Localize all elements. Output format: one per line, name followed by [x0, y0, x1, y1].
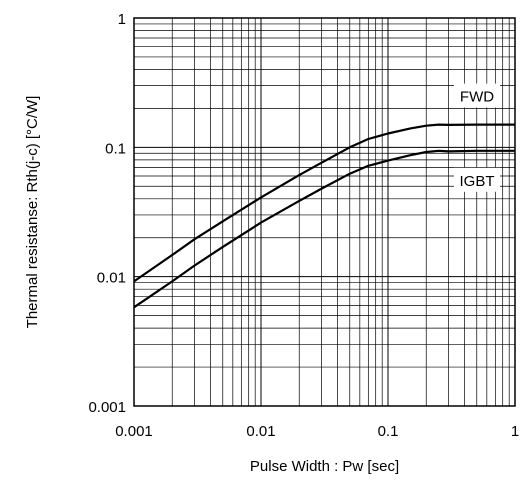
series-label-bg-igbt [454, 167, 500, 192]
y-tick-label: 1 [118, 11, 126, 28]
series-lines [133, 123, 515, 309]
x-tick-label: 1 [511, 423, 519, 440]
plot-frame [133, 17, 516, 407]
series-label-igbt: IGBT [459, 173, 494, 190]
series-labels: FWD IGBT [454, 83, 500, 192]
y-tick-label: 0.001 [88, 399, 126, 416]
y-tick-label: 0.01 [97, 270, 126, 287]
y-tick-label: 0.1 [105, 140, 126, 157]
grid-lines [134, 18, 515, 406]
y-axis-label: Thermal resistanse: Rth(j-c) [°C/W] [24, 96, 41, 329]
tick-labels: 0.001 0.01 0.1 1 0.001 0.01 0.1 1 [88, 11, 519, 440]
series-label-bg-fwd [454, 83, 500, 108]
series-label-fwd: FWD [460, 89, 494, 106]
x-tick-label: 0.001 [115, 423, 153, 440]
series-line-igbt [133, 149, 515, 309]
x-tick-label: 0.01 [246, 423, 275, 440]
x-tick-label: 0.1 [378, 423, 399, 440]
x-axis-label: Pulse Width : Pw [sec] [250, 458, 399, 475]
series-line-fwd [133, 123, 515, 283]
